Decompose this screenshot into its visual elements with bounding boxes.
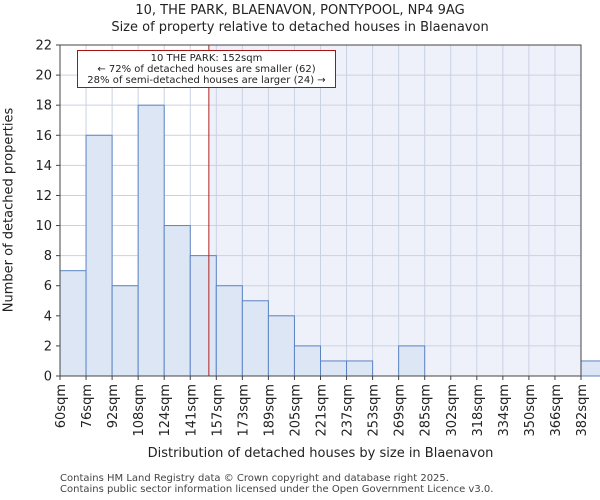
annotation-line-2: ← 72% of detached houses are smaller (62… bbox=[97, 64, 316, 75]
histogram-bar bbox=[320, 360, 348, 377]
histogram-bar bbox=[215, 285, 243, 377]
y-tick-label: 14 bbox=[35, 159, 52, 174]
y-tick-label: 4 bbox=[44, 309, 52, 324]
histogram-bar bbox=[293, 345, 322, 377]
x-tick-label: 253sqm bbox=[367, 384, 382, 437]
x-tick-label: 76sqm bbox=[80, 384, 95, 428]
x-tick-label: 382sqm bbox=[575, 384, 590, 437]
x-tick-label: 237sqm bbox=[341, 384, 356, 437]
chart-title: 10, THE PARK, BLAENAVON, PONTYPOOL, NP4 … bbox=[135, 3, 465, 18]
annotation-line-1: 10 THE PARK: 152sqm bbox=[150, 53, 263, 64]
histogram-bar bbox=[59, 270, 87, 377]
x-tick-label: 334sqm bbox=[497, 384, 512, 437]
y-axis-label: Number of detached properties bbox=[1, 107, 17, 313]
chart-subtitle: Size of property relative to detached ho… bbox=[111, 20, 489, 35]
histogram-bar bbox=[267, 315, 295, 377]
annotation-line-3: 28% of semi-detached houses are larger (… bbox=[87, 75, 326, 86]
histogram-bar bbox=[85, 134, 113, 377]
footer-licence: Contains public sector information licen… bbox=[60, 484, 494, 495]
histogram-bar bbox=[398, 345, 426, 377]
y-tick-label: 8 bbox=[44, 249, 52, 264]
histogram-bar bbox=[241, 300, 269, 377]
x-tick-label: 124sqm bbox=[158, 384, 173, 437]
x-tick-label: 318sqm bbox=[471, 384, 486, 437]
x-tick-label: 173sqm bbox=[236, 384, 251, 437]
histogram-bar bbox=[111, 285, 139, 377]
footer-copyright: Contains HM Land Registry data © Crown c… bbox=[60, 473, 449, 484]
x-tick-label: 285sqm bbox=[419, 384, 434, 437]
property-annotation-box: 10 THE PARK: 152sqm ← 72% of detached ho… bbox=[77, 50, 336, 88]
x-tick-label: 157sqm bbox=[210, 384, 225, 437]
histogram-bar bbox=[163, 225, 191, 377]
histogram-bar bbox=[137, 104, 165, 377]
x-axis-label: Distribution of detached houses by size … bbox=[147, 446, 494, 461]
y-tick-label: 22 bbox=[35, 39, 52, 54]
histogram-bar bbox=[580, 360, 600, 377]
y-tick-label: 16 bbox=[35, 129, 52, 144]
x-tick-label: 221sqm bbox=[315, 384, 330, 437]
x-tick-label: 108sqm bbox=[132, 384, 147, 437]
x-tick-label: 350sqm bbox=[523, 384, 538, 437]
y-tick-label: 18 bbox=[35, 99, 52, 114]
y-tick-label: 20 bbox=[35, 69, 52, 84]
y-tick-label: 12 bbox=[35, 189, 52, 204]
histogram-bar bbox=[189, 255, 217, 377]
x-tick-label: 141sqm bbox=[184, 384, 199, 437]
x-tick-label: 302sqm bbox=[445, 384, 460, 437]
x-tick-label: 205sqm bbox=[288, 384, 303, 437]
x-tick-label: 366sqm bbox=[549, 384, 564, 437]
x-tick-label: 92sqm bbox=[106, 384, 121, 428]
x-tick-label: 269sqm bbox=[393, 384, 408, 437]
y-tick-label: 2 bbox=[44, 339, 52, 354]
y-tick-label: 6 bbox=[44, 279, 52, 294]
y-tick-label: 10 bbox=[35, 219, 52, 234]
x-tick-label: 189sqm bbox=[262, 384, 277, 437]
x-tick-label: 60sqm bbox=[54, 384, 69, 428]
y-tick-label: 0 bbox=[44, 370, 52, 385]
histogram-bar bbox=[346, 360, 374, 377]
